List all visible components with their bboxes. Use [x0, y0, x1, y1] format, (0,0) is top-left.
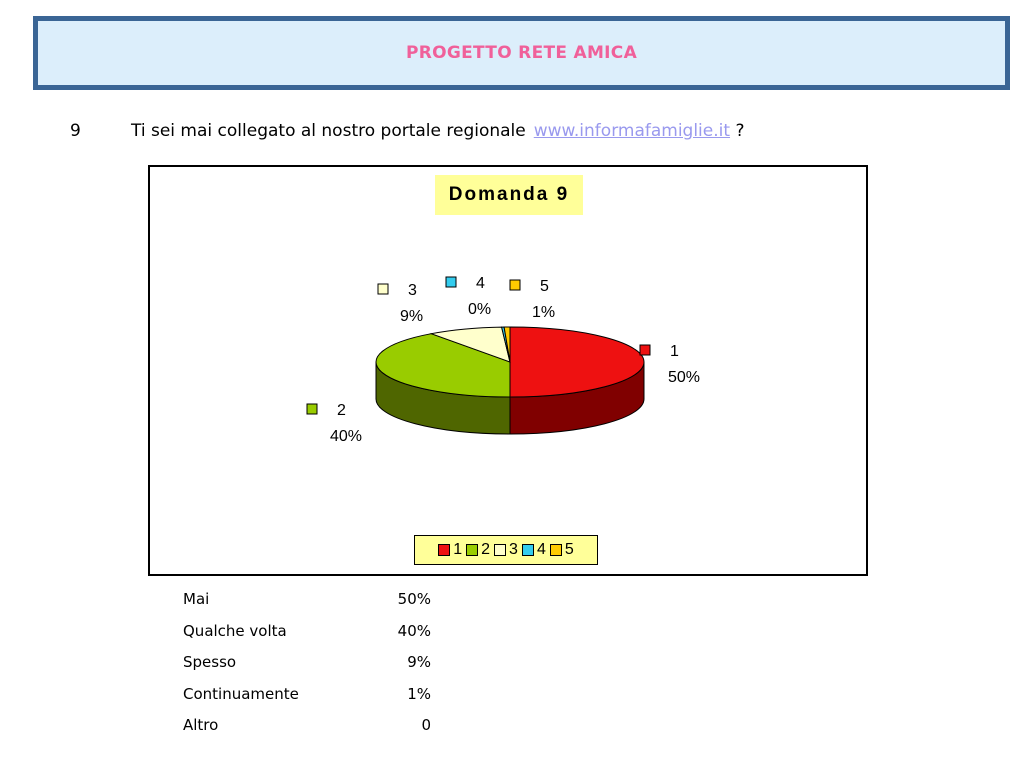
pie-slice-2 [375, 333, 511, 398]
header-banner: PROGETTO RETE AMICA [33, 16, 1010, 90]
legend-label-3: 3 [509, 541, 518, 558]
legend-label-4: 4 [536, 541, 546, 558]
row-label: Qualche volta [183, 621, 287, 640]
pie-chart: 150%240%39%40%51% [306, 275, 700, 445]
slice-percent-3: 9% [400, 308, 423, 325]
answer-table: Mai 50% Qualche volta 40% Spesso 9% Continuame… [183, 590, 443, 748]
legend-entry-3: 3 [494, 541, 518, 559]
legend-entry-4: 4 [521, 541, 546, 559]
question-line: Ti sei mai collegato al nostro portale r… [131, 121, 744, 141]
question-text: Ti sei mai collegato al nostro portale r… [131, 121, 526, 141]
slice-label-3: 3 [408, 282, 417, 299]
row-label: Mai [183, 590, 210, 608]
pie-slice-1 [509, 326, 645, 398]
slice-label-2: 2 [337, 402, 346, 419]
slice-key-2 [306, 403, 318, 415]
slice-percent-5: 1% [532, 304, 555, 321]
chart-legend: 1 2 3 4 5 [414, 535, 598, 565]
table-row: Spesso 9% [183, 653, 443, 685]
question-mark: ? [735, 121, 745, 141]
legend-swatch-2 [466, 544, 479, 556]
legend-entry-5: 5 [549, 541, 574, 559]
legend-swatch-5 [549, 544, 562, 556]
table-row: Continuamente 1% [183, 685, 443, 717]
portal-link[interactable]: www.informafamiglie.it [533, 121, 731, 141]
slice-key-4 [445, 276, 457, 288]
slice-percent-1: 50% [668, 369, 700, 386]
slice-key-5 [509, 279, 521, 291]
legend-entry-1: 1 [438, 541, 462, 559]
question-number: 9 [70, 121, 81, 141]
row-value: 40% [397, 621, 431, 640]
slice-label-1: 1 [670, 343, 679, 360]
row-value: 0 [421, 716, 431, 734]
chart-title: Domanda 9 [435, 175, 583, 215]
table-row: Altro 0 [183, 716, 443, 748]
row-label: Continuamente [183, 684, 299, 703]
table-row: Qualche volta 40% [183, 622, 443, 654]
slice-percent-4: 0% [468, 301, 491, 318]
slice-percent-2: 40% [330, 428, 362, 445]
table-row: Mai 50% [183, 590, 443, 622]
legend-swatch-1 [438, 544, 451, 556]
row-value: 1% [407, 684, 431, 703]
slice-label-4: 4 [476, 275, 485, 292]
row-value: 50% [397, 590, 431, 608]
legend-swatch-3 [494, 544, 507, 556]
legend-label-5: 5 [564, 541, 574, 558]
row-value: 9% [407, 653, 431, 671]
legend-label-1: 1 [453, 541, 463, 558]
pie-slice-5 [503, 326, 511, 363]
slice-key-1 [639, 344, 651, 356]
legend-label-2: 2 [481, 541, 491, 558]
legend-entry-2: 2 [466, 541, 490, 559]
legend-swatch-4 [521, 544, 534, 556]
row-label: Altro [183, 716, 219, 734]
page-title: PROGETTO RETE AMICA [405, 43, 638, 63]
slice-label-5: 5 [540, 278, 549, 295]
row-label: Spesso [183, 653, 237, 671]
slice-key-3 [377, 283, 389, 295]
